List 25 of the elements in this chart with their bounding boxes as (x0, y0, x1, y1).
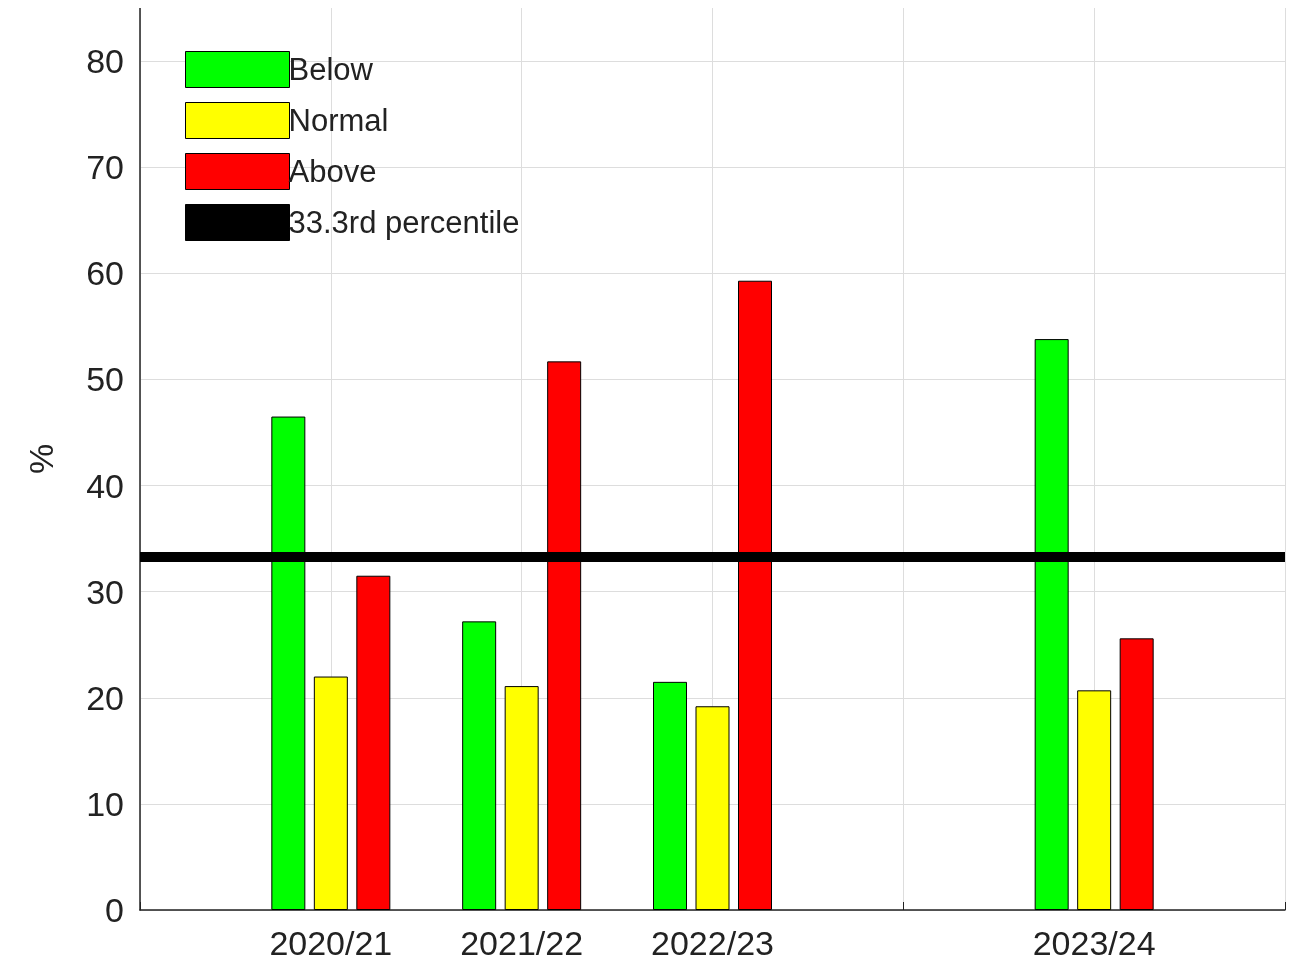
bar (313, 676, 348, 910)
y-tick-label: 10 (86, 784, 124, 823)
legend-label: Below (288, 52, 374, 87)
x-tick-label: 2022/23 (651, 924, 774, 962)
y-tick-label: 40 (86, 466, 124, 505)
bar (1077, 690, 1112, 910)
bar (1119, 638, 1154, 910)
bar (695, 706, 730, 910)
y-tick-label: 0 (105, 891, 124, 929)
legend-label: 33.3rd percentile (288, 205, 520, 240)
bar (653, 681, 687, 910)
bar (356, 575, 391, 910)
x-tick-label: 2021/22 (460, 924, 584, 962)
bar (504, 686, 539, 910)
y-tick-label: 50 (86, 360, 124, 399)
x-tick-label: 2023/24 (1032, 924, 1156, 962)
x-tick-label: 2020/21 (269, 924, 393, 962)
y-tick-label: 30 (86, 572, 124, 611)
y-tick-label: 20 (86, 678, 124, 717)
y-axis-title: % (22, 443, 60, 475)
legend-label: Normal (288, 103, 389, 138)
y-tick-label: 80 (86, 42, 124, 81)
y-tick-label: 70 (86, 148, 124, 187)
y-tick-label: 60 (86, 254, 124, 293)
bar (462, 621, 497, 910)
